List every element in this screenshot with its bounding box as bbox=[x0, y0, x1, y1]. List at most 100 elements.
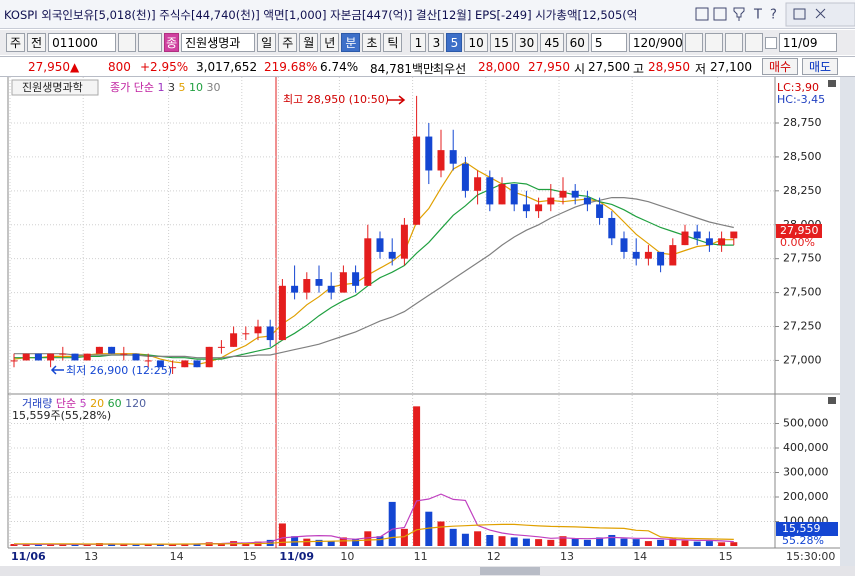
y-tick-label: 28,500 bbox=[783, 150, 822, 163]
current-price: 27,950 bbox=[780, 224, 819, 237]
panel-button[interactable] bbox=[828, 80, 836, 87]
interval-button[interactable]: 10 bbox=[464, 33, 488, 52]
tool-button[interactable] bbox=[744, 33, 763, 52]
legend-item: 단순 bbox=[56, 397, 76, 410]
volume-bar bbox=[449, 528, 457, 546]
candle-body bbox=[608, 217, 616, 239]
candle-body bbox=[193, 360, 201, 368]
quote-value: 219.68% bbox=[264, 60, 318, 74]
tool-button[interactable] bbox=[684, 33, 703, 52]
high-arrow bbox=[388, 95, 406, 105]
icon[interactable] bbox=[695, 7, 709, 21]
candle-body bbox=[535, 204, 543, 212]
volume-bar bbox=[108, 544, 116, 546]
interval-button[interactable]: 30 bbox=[515, 33, 539, 52]
x-tick-label: 13 bbox=[560, 550, 574, 563]
interval-button[interactable]: 3 bbox=[428, 33, 445, 52]
period-button[interactable]: 초 bbox=[362, 33, 382, 52]
period-button[interactable]: 주 bbox=[278, 33, 298, 52]
panel-button[interactable] bbox=[828, 397, 836, 404]
volume-bar bbox=[583, 539, 591, 546]
candle-body bbox=[522, 204, 530, 212]
code-input[interactable]: 011000 bbox=[48, 33, 117, 52]
interval-button[interactable]: 45 bbox=[540, 33, 564, 52]
quote-value: 27,950 bbox=[528, 60, 570, 74]
legend-item: 5 bbox=[80, 397, 87, 410]
volume-bar bbox=[644, 541, 652, 546]
legend-item: 30 bbox=[206, 81, 220, 94]
period-button[interactable]: 월 bbox=[299, 33, 319, 52]
volume-bar bbox=[291, 536, 299, 546]
quote-value: 시 bbox=[574, 62, 586, 76]
order-button[interactable]: 매도 bbox=[802, 58, 838, 75]
interval-button[interactable]: 1 bbox=[410, 33, 427, 52]
candle-body bbox=[547, 197, 555, 205]
period-button[interactable]: 일 bbox=[257, 33, 277, 52]
candle-body bbox=[632, 251, 640, 259]
volume-bar bbox=[22, 544, 30, 546]
icon[interactable] bbox=[793, 8, 806, 20]
candle-body bbox=[144, 360, 152, 362]
candle-body bbox=[217, 346, 225, 348]
volume-bar bbox=[510, 537, 518, 546]
x-tick-label: 14 bbox=[170, 550, 184, 563]
volume-bar bbox=[413, 406, 421, 546]
icon[interactable] bbox=[733, 7, 745, 21]
interval-button[interactable]: 5 bbox=[446, 33, 463, 52]
order-button[interactable]: 매수 bbox=[762, 58, 798, 75]
count-select[interactable]: 5 bbox=[590, 33, 627, 52]
volume-bar bbox=[705, 541, 713, 546]
legend-item: 120 bbox=[125, 397, 146, 410]
volume-bar bbox=[10, 544, 18, 546]
candle-body bbox=[620, 238, 628, 252]
volume-bar bbox=[315, 539, 323, 546]
candle-body bbox=[291, 285, 299, 293]
candle-body bbox=[315, 279, 323, 286]
sound-button[interactable] bbox=[138, 33, 163, 52]
search-button[interactable] bbox=[118, 33, 137, 52]
interval-button[interactable]: 15 bbox=[489, 33, 514, 52]
candle-body bbox=[693, 231, 701, 239]
icon[interactable] bbox=[815, 8, 826, 19]
period-button[interactable]: 년 bbox=[320, 33, 340, 52]
volume-bar bbox=[559, 536, 567, 546]
scroll-thumb[interactable] bbox=[480, 567, 540, 575]
candle-body bbox=[730, 231, 738, 239]
date-input[interactable]: 11/09 bbox=[778, 33, 837, 52]
volume-bar bbox=[278, 523, 286, 546]
candle-body bbox=[461, 163, 469, 191]
hc-label: HC:-3,45 bbox=[777, 93, 825, 106]
quote-value: 고 bbox=[633, 62, 645, 76]
scrollbar[interactable] bbox=[0, 566, 855, 576]
market-select[interactable]: 주 bbox=[6, 33, 26, 52]
candle-body bbox=[413, 136, 421, 225]
tool-button[interactable] bbox=[704, 33, 723, 52]
candle-body bbox=[352, 272, 360, 286]
volume-bar bbox=[352, 539, 360, 546]
icon[interactable] bbox=[713, 7, 727, 21]
candle-body bbox=[718, 238, 726, 246]
volume-bar bbox=[132, 544, 140, 546]
period-button[interactable]: 틱 bbox=[383, 33, 403, 52]
x-tick-label: 15 bbox=[719, 550, 733, 563]
legend-item: 10 bbox=[189, 81, 203, 94]
checkbox[interactable] bbox=[764, 36, 777, 49]
volume-bar bbox=[669, 538, 677, 546]
volume-bar bbox=[120, 544, 128, 546]
icon[interactable]: T bbox=[753, 8, 762, 23]
tool-button[interactable] bbox=[724, 33, 743, 52]
interval-button[interactable]: 60 bbox=[565, 33, 589, 52]
mode-select[interactable]: 전 bbox=[27, 33, 47, 52]
title-text: KOSPI 외국인보유[5,018(천)] 주식수[44,740(천)] 액면[… bbox=[4, 8, 638, 22]
period-button[interactable]: 분 bbox=[341, 33, 361, 52]
candle-body bbox=[449, 150, 457, 164]
current-volume: 15,559 bbox=[782, 522, 821, 535]
volume-bar bbox=[425, 511, 433, 546]
candle-body bbox=[10, 360, 18, 362]
volume-bar bbox=[71, 544, 79, 546]
icon[interactable]: ? bbox=[770, 8, 777, 23]
quote-value: +2.95% bbox=[140, 60, 189, 74]
x-tick-label: 15 bbox=[243, 550, 257, 563]
quote-value: 27,500 bbox=[588, 60, 630, 74]
candle-body bbox=[705, 238, 713, 246]
